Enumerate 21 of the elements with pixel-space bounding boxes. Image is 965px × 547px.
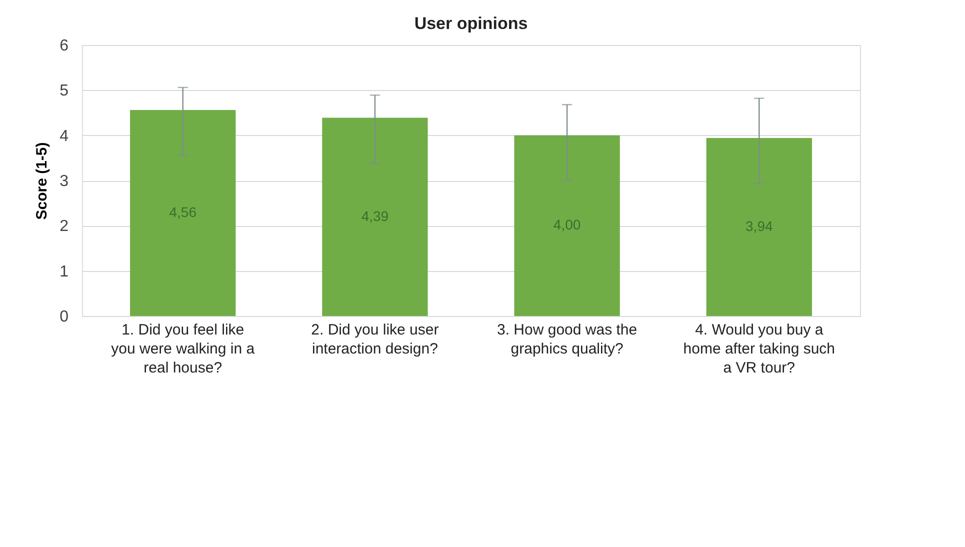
data-label: 4,56 bbox=[169, 204, 197, 220]
y-tick-label: 2 bbox=[60, 218, 69, 236]
data-label: 3,94 bbox=[746, 218, 773, 234]
data-label: 4,00 bbox=[553, 216, 581, 233]
bar bbox=[130, 110, 236, 316]
x-tick-label: 2. Did you like user interaction design? bbox=[311, 322, 439, 358]
y-tick-label: 1 bbox=[60, 263, 69, 280]
data-label: 4,39 bbox=[361, 208, 389, 224]
y-tick-label: 3 bbox=[60, 173, 69, 190]
y-tick-label: 0 bbox=[60, 308, 69, 326]
bar bbox=[514, 135, 620, 316]
y-axis-title: Score (1-5) bbox=[34, 142, 51, 220]
y-tick-label: 5 bbox=[60, 82, 69, 100]
bar bbox=[322, 118, 428, 316]
x-tick-label: 3. How good was the graphics quality? bbox=[497, 322, 638, 358]
bar bbox=[706, 138, 812, 316]
y-tick-label: 4 bbox=[60, 128, 69, 145]
chart-title: User opinions bbox=[414, 14, 528, 33]
y-tick-label: 6 bbox=[60, 38, 69, 54]
x-tick-label: 1. Did you feel like you were walking in a real house? bbox=[111, 322, 256, 376]
x-tick-label: 4. Would you buy a home after taking such a VR tour? bbox=[683, 322, 836, 376]
